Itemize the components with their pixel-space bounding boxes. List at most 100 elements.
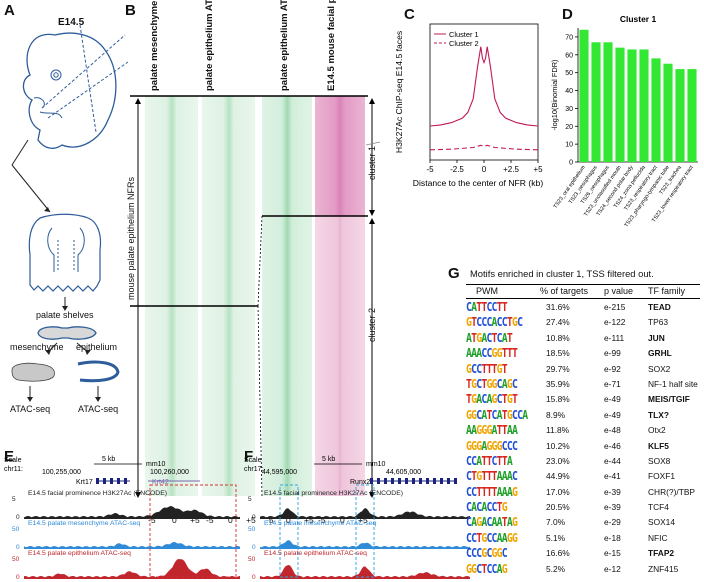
pwm-logo: TGCTGGCAGC bbox=[466, 376, 518, 391]
heatmap-annotations bbox=[130, 95, 381, 498]
target-percent: 5.2% bbox=[546, 563, 566, 574]
table-rule bbox=[466, 284, 700, 285]
header-pwm: PWM bbox=[476, 286, 498, 296]
legend-label: Cluster 1 bbox=[449, 30, 479, 39]
pwm-logo: CACACCTG bbox=[466, 500, 508, 515]
tf-family: SOX2 bbox=[648, 363, 671, 374]
track-max: 5 bbox=[248, 496, 252, 503]
heatmap-mesenchyme bbox=[145, 96, 198, 496]
panel-label-g: G bbox=[448, 265, 460, 282]
assembly-label: mm10 bbox=[366, 461, 386, 468]
track-label: E14.5 palate mesenchyme ATAC-seq bbox=[28, 520, 141, 527]
tf-family: TCF4 bbox=[648, 502, 669, 513]
tf-family: FOXF1 bbox=[648, 471, 675, 482]
bar bbox=[579, 29, 589, 162]
atac-left-label: ATAC-seq bbox=[10, 404, 51, 414]
p-value: e-44 bbox=[604, 455, 621, 466]
p-value: e-12 bbox=[604, 563, 621, 574]
tf-family: SOX14 bbox=[648, 517, 676, 528]
p-value: e-29 bbox=[604, 517, 621, 528]
motif-table-title: Motifs enriched in cluster 1, TSS filter… bbox=[470, 268, 654, 279]
tick: +5 bbox=[246, 515, 256, 525]
p-value: e-122 bbox=[604, 317, 626, 328]
series-line-1 bbox=[429, 46, 539, 127]
motif-row: TGACAGCTGT 15.8% e-49 MEIS/TGIF bbox=[466, 392, 702, 407]
bar bbox=[663, 63, 673, 162]
tf-family: SOX8 bbox=[648, 455, 671, 466]
pwm-logo: CCATTCTTA bbox=[466, 453, 513, 468]
scale-label: Scale bbox=[4, 457, 22, 464]
p-value: e-46 bbox=[604, 440, 621, 451]
panel-label-c: C bbox=[404, 6, 415, 23]
tick: 0 bbox=[286, 515, 291, 525]
assembly-label: mm10 bbox=[146, 461, 166, 468]
motif-row: CTGTTTAAAC 44.9% e-41 FOXF1 bbox=[466, 469, 702, 484]
scalebar-label: 5 kb bbox=[322, 456, 335, 463]
track-min: 0 bbox=[16, 574, 20, 581]
target-percent: 44.9% bbox=[546, 471, 570, 482]
motif-row: CACACCTG 20.5% e-39 TCF4 bbox=[466, 500, 702, 515]
chart-title: Cluster 1 bbox=[620, 14, 657, 24]
track-min: 0 bbox=[16, 544, 20, 551]
motif-row: CATTCCTT 31.6% e-215 TEAD bbox=[466, 300, 702, 315]
target-percent: 27.4% bbox=[546, 317, 570, 328]
coordinate-label: 100,255,000 bbox=[42, 469, 81, 476]
bar bbox=[675, 69, 685, 162]
highlight-box bbox=[355, 484, 375, 578]
tf-family: MEIS/TGIF bbox=[648, 394, 690, 405]
heatmap-x-ticks: -5 0 +5 -5 0 +5 -5 0 +5 -5 0 +5 bbox=[148, 515, 378, 527]
header-pvalue: p value bbox=[604, 286, 634, 296]
pwm-logo: CCCGCGGC bbox=[466, 546, 508, 561]
p-value: e-111 bbox=[604, 332, 625, 343]
target-percent: 8.9% bbox=[546, 409, 566, 420]
track-label: E14.5 palate epithelium ATAC-seq bbox=[28, 550, 131, 557]
mesenchyme-label: mesenchyme bbox=[10, 342, 64, 352]
row-label-nfrs: mouse palate epithelium NFRs bbox=[126, 176, 136, 300]
gene-label: Krt17 bbox=[76, 479, 93, 486]
embryo-schematic bbox=[11, 24, 129, 402]
gene-exon bbox=[426, 478, 429, 484]
motif-row: GCCTTTGT 29.7% e-92 SOX2 bbox=[466, 362, 702, 377]
pwm-logo: AAACCGGTTT bbox=[466, 346, 518, 361]
tf-family: Otx2 bbox=[648, 425, 666, 436]
gene-exon bbox=[370, 478, 373, 484]
y-axis-label: H3K27Ac ChIP-seq E14.5 faces bbox=[394, 31, 404, 153]
heatmap-h3k27ac-cluster2 bbox=[315, 216, 365, 496]
gene-exon bbox=[124, 478, 127, 484]
track-min: 0 bbox=[252, 514, 256, 521]
motif-row: CCCGCGGC 16.6% e-15 TFAP2 bbox=[466, 546, 702, 561]
pwm-logo: ATGACTCAT bbox=[466, 330, 513, 345]
motif-row: AAACCGGTTT 18.5% e-99 GRHL bbox=[466, 346, 702, 361]
highlight-box bbox=[149, 484, 237, 578]
p-value: e-39 bbox=[604, 486, 621, 497]
y-tick-label: 30 bbox=[565, 106, 573, 113]
heatmap-epithelium-1 bbox=[202, 96, 255, 496]
col-header-mesenchyme: palate mesenchyme ATAC-seq bbox=[149, 0, 160, 91]
tf-family: TEAD bbox=[648, 302, 671, 312]
motif-row: GGCATCATGCCA 8.9% e-49 TLX? bbox=[466, 408, 702, 423]
motif-row: CAGACAATAG 7.0% e-29 SOX14 bbox=[466, 515, 702, 530]
motif-row: GTCCCACCTGC 27.4% e-122 TP63 bbox=[466, 315, 702, 330]
gene-exon bbox=[405, 478, 408, 484]
x-tick-label: +2.5 bbox=[503, 165, 519, 174]
cluster2-label: cluster 2 bbox=[367, 307, 377, 342]
x-tick-label: 0 bbox=[482, 165, 487, 174]
motif-row: GGCTCCAG 5.2% e-12 ZNF415 bbox=[466, 562, 702, 577]
target-percent: 16.6% bbox=[546, 548, 570, 559]
pwm-logo: TGACAGCTGT bbox=[466, 392, 518, 407]
gene-label: Runx2 bbox=[350, 479, 370, 486]
gene-exon bbox=[384, 478, 387, 484]
p-value: e-215 bbox=[604, 302, 626, 312]
tf-family: KLF5 bbox=[648, 440, 669, 451]
p-value: e-39 bbox=[604, 502, 621, 513]
tick: -5 bbox=[206, 515, 214, 525]
gene-exon bbox=[454, 478, 457, 484]
motif-table: CATTCCTT 31.6% e-215 TEAD GTCCCACCTGC 27.4% e-… bbox=[466, 300, 702, 577]
gene-exon bbox=[391, 478, 394, 484]
header-pct: % of targets bbox=[540, 286, 589, 296]
gene-exon bbox=[440, 478, 443, 484]
y-tick-label: 40 bbox=[565, 88, 573, 95]
track-signal bbox=[260, 508, 470, 519]
motif-row: GGGAGGGCCC 10.2% e-46 KLF5 bbox=[466, 439, 702, 454]
p-value: e-99 bbox=[604, 348, 621, 359]
